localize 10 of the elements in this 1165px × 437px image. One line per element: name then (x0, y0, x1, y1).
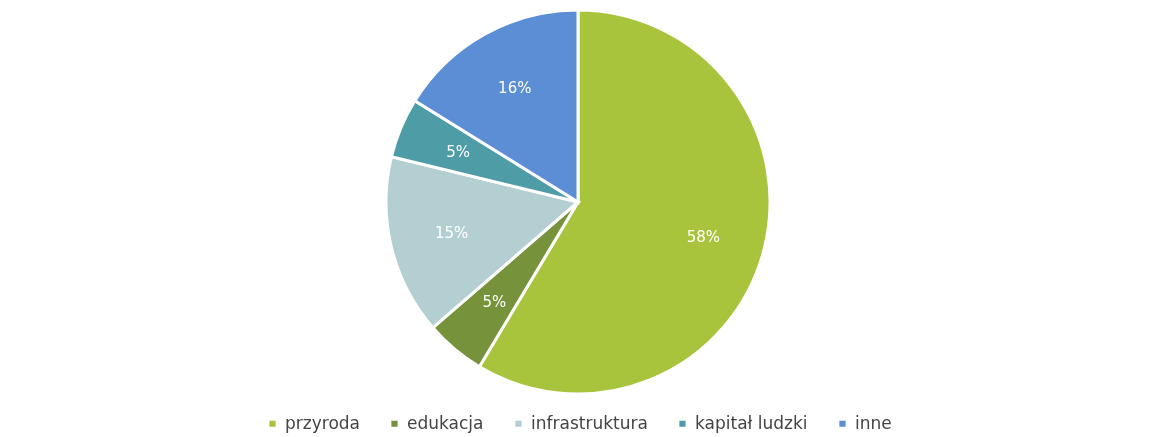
legend-label: edukacja (407, 412, 484, 433)
data-label: 5% (446, 142, 470, 161)
legend-label: przyroda (285, 412, 360, 433)
data-label: 15% (434, 223, 469, 242)
data-label: 58% (686, 227, 720, 246)
data-label: 16% (498, 79, 532, 98)
data-label: 5% (482, 292, 507, 311)
legend-label: kapitał ludzki (695, 412, 808, 433)
legend-label: infrastruktura (531, 412, 648, 433)
legend-label: inne (855, 412, 892, 433)
